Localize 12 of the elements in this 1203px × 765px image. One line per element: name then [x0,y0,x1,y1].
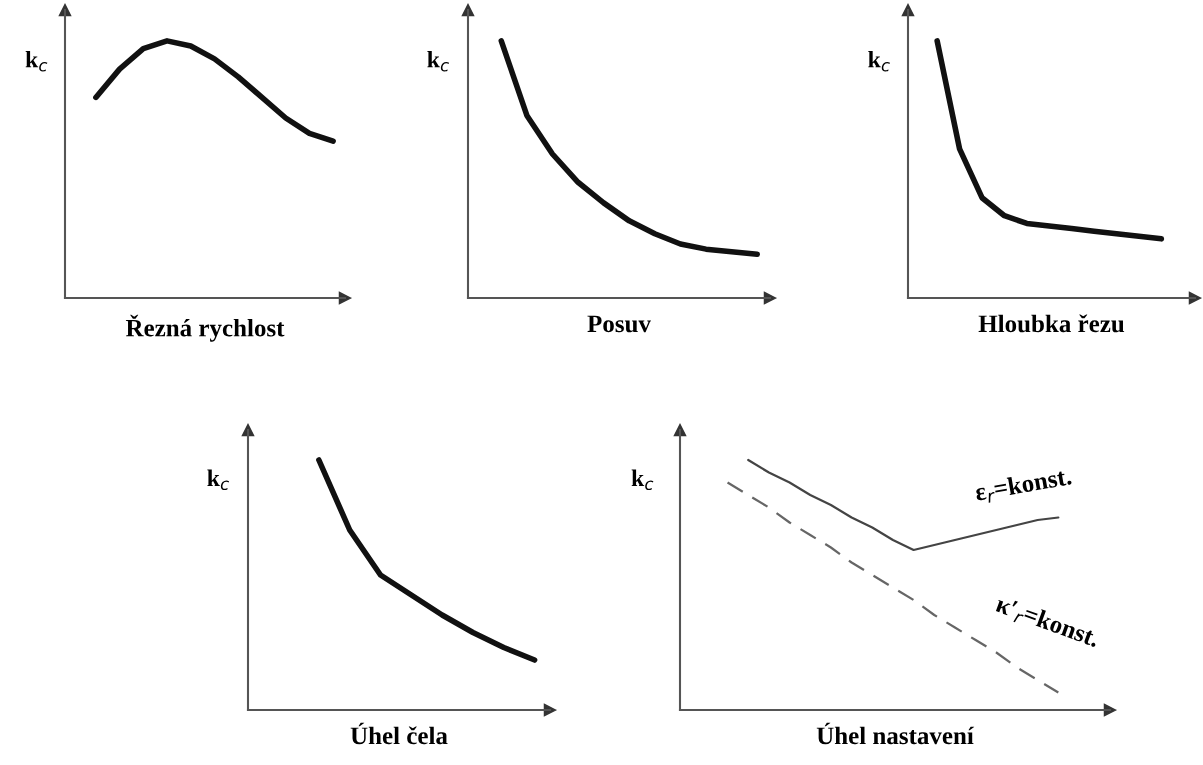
y-axis-title: k$_{c}$ [631,469,654,491]
annotation: κ′$_{r}$=konst. [993,594,1101,651]
y-axis-title: k$_{c}$ [868,50,890,72]
x-axis-title: Úhel nastavení [816,722,975,745]
x-axis-title: Řezná rychlost [125,314,285,342]
y-axis-title: k$_{c}$ [427,50,449,72]
x-axis-title: Posuv [587,315,651,333]
y-axis-title: k$_{c}$ [25,50,48,72]
annotation: ε$_{r}$=konst. [974,466,1073,505]
x-axis-title: Úhel čela [350,722,448,745]
y-axis-title: k$_{c}$ [207,469,229,491]
x-axis-title: Hloubka řezu [978,314,1125,333]
